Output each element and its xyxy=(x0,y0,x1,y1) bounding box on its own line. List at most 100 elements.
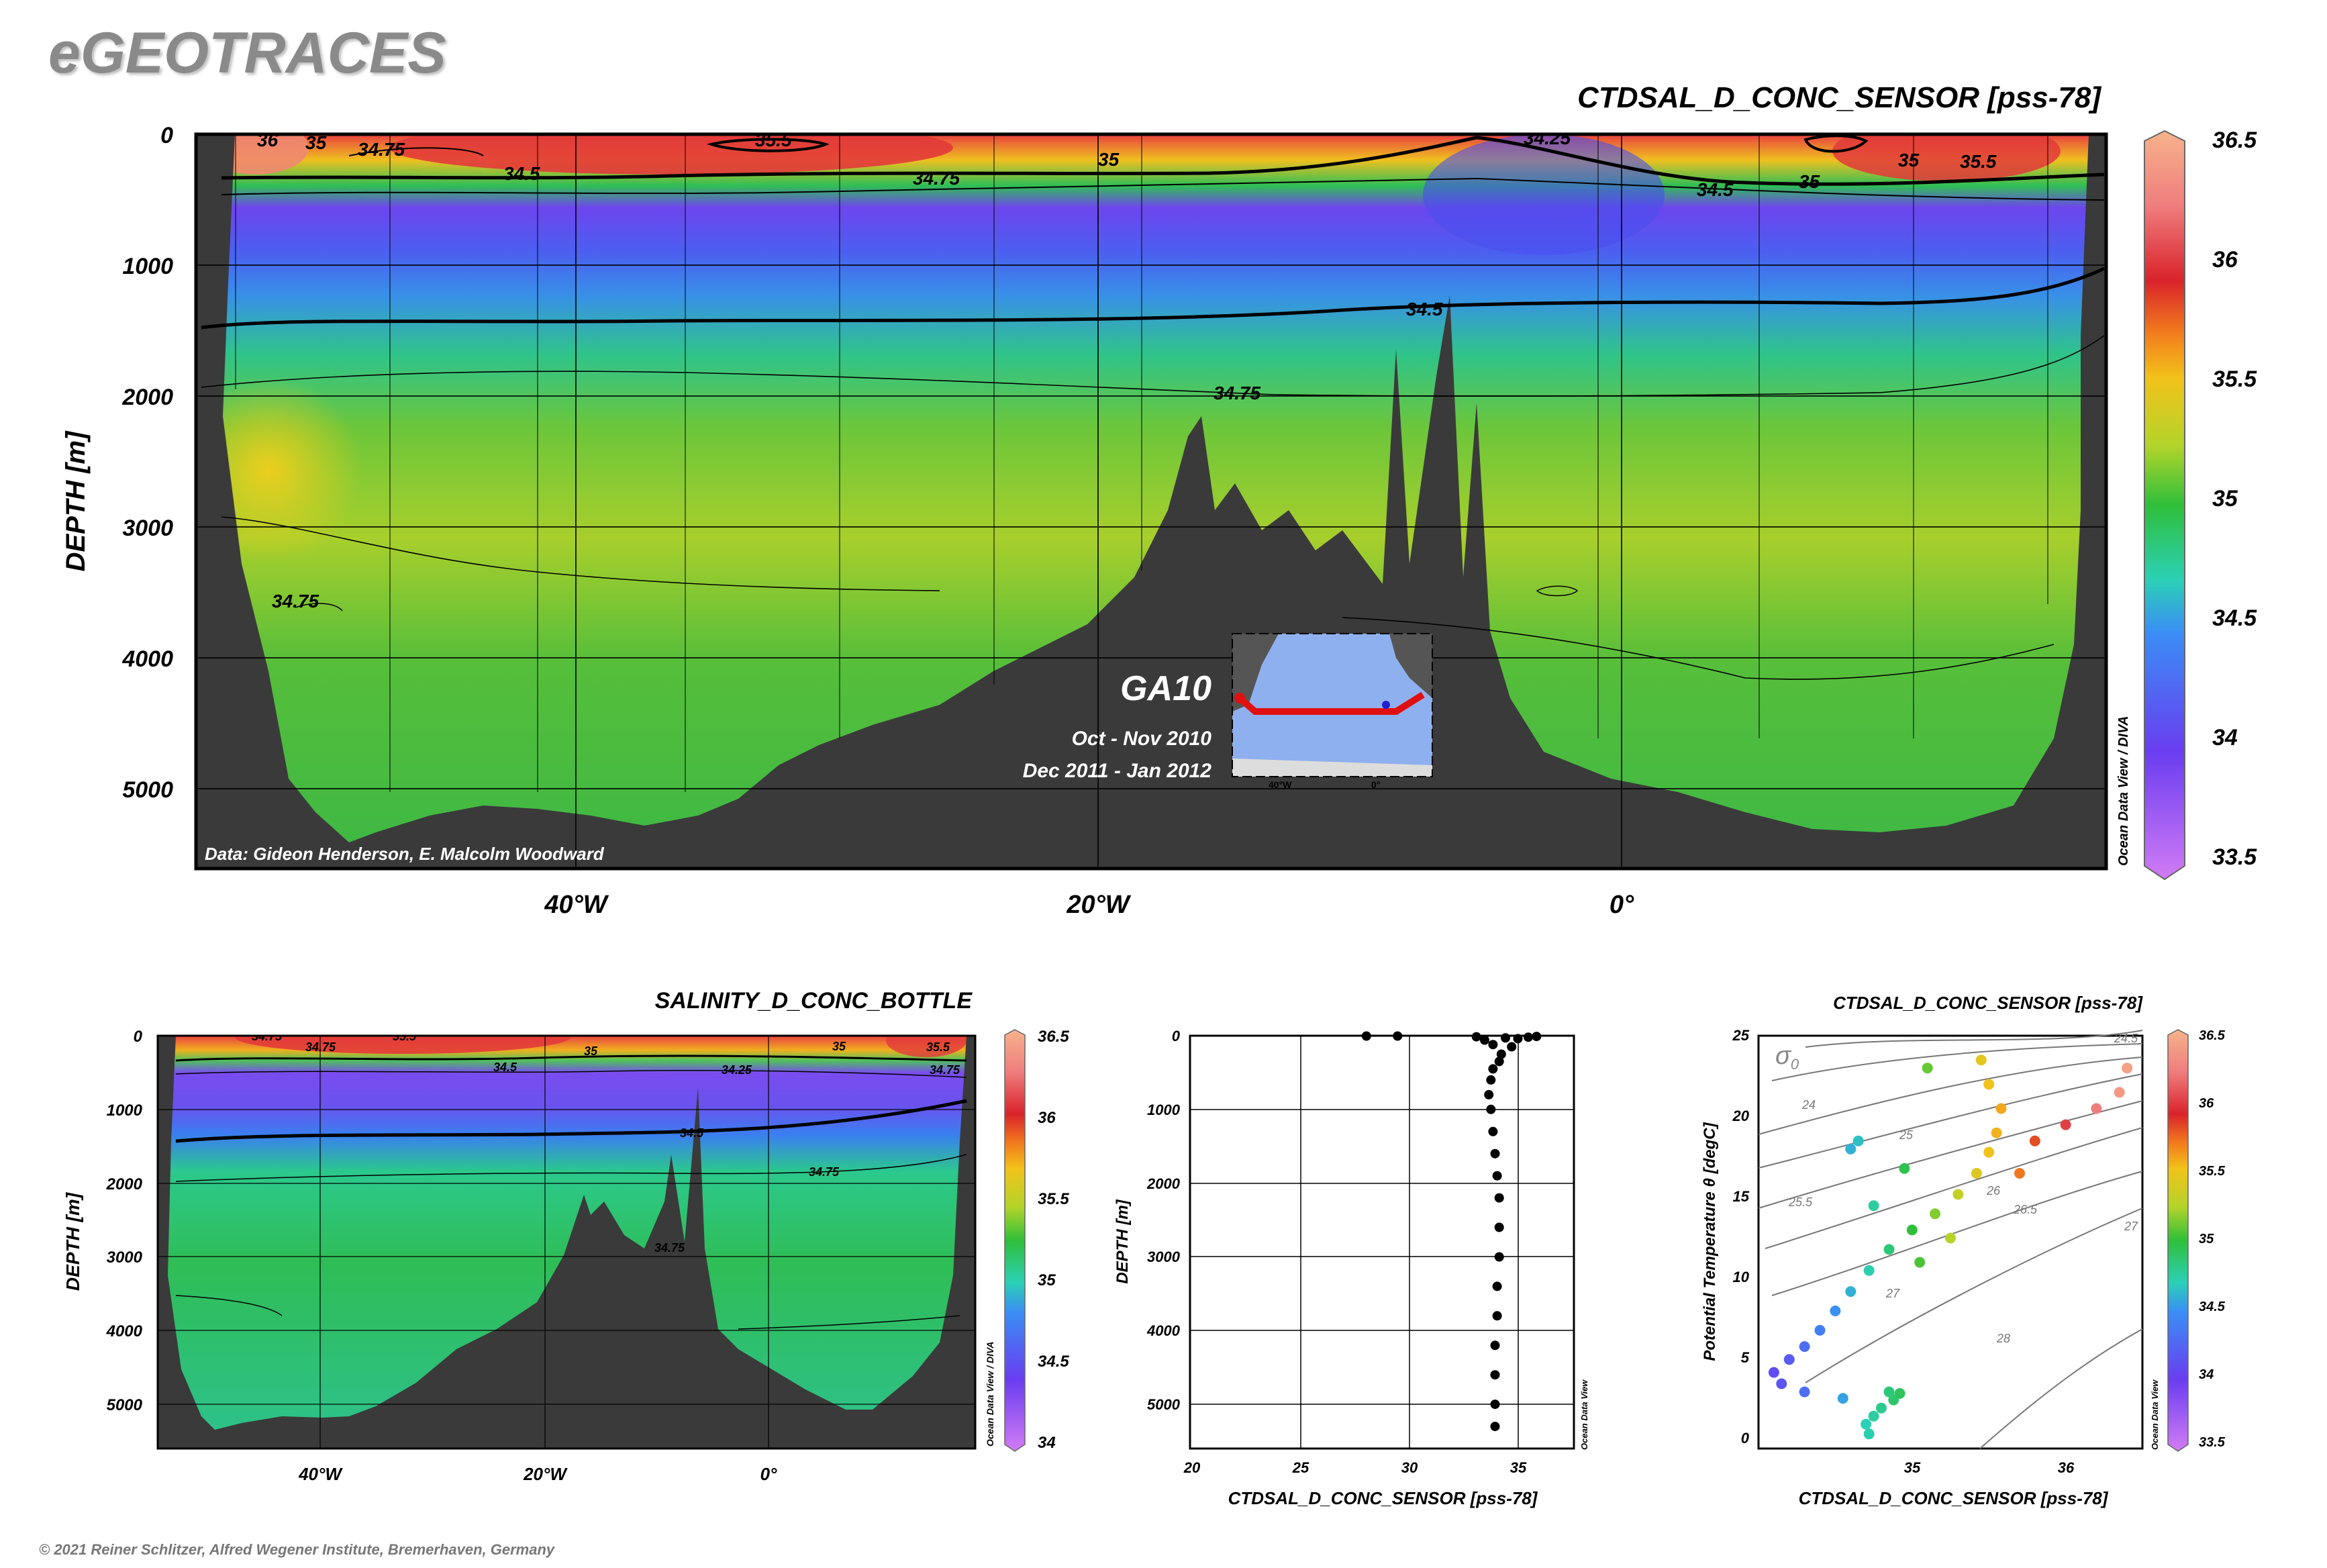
main-section-plot: 36 35 34.75 35.5 35 34.25 35 35.5 34.5 3… xyxy=(61,81,2257,919)
ts-watermark: Ocean Data View xyxy=(2150,1379,2160,1450)
colorbar-tick: 35.5 xyxy=(2212,366,2257,392)
x-tick-label: 40°W xyxy=(544,891,609,919)
sigma-zero-symbol: σ0 xyxy=(1775,1042,1799,1073)
y-tick-label: 3000 xyxy=(1147,1248,1181,1265)
colorbar-tick: 34 xyxy=(2199,1367,2214,1382)
contour-label: 34.25 xyxy=(722,1063,752,1077)
y-tick-label: 3000 xyxy=(122,516,173,541)
ts-point xyxy=(1776,1378,1787,1389)
x-tick-label: 0° xyxy=(760,1464,777,1484)
contour-label: 35 xyxy=(1898,150,1920,170)
colorbar-tick: 34 xyxy=(1038,1434,1056,1452)
copyright-footer: © 2021 Reiner Schlitzer, Alfred Wegener … xyxy=(39,1541,555,1558)
contour-label: 35.5 xyxy=(393,1030,417,1043)
main-colorbar-ticks: 33.5 34 34.5 35 35.5 36 36.5 xyxy=(2212,128,2257,870)
ts-x-ticks: 35 36 xyxy=(1904,1459,2075,1476)
contour-label: 34.75 xyxy=(930,1063,960,1077)
profile-point xyxy=(1486,1104,1496,1114)
profile-point xyxy=(1393,1031,1403,1041)
ts-x-axis-label: CTDSAL_D_CONC_SENSOR [pss-78] xyxy=(1799,1488,2109,1508)
colorbar-tick: 34 xyxy=(2212,725,2238,750)
colorbar-tick: 35 xyxy=(2199,1232,2214,1246)
contour-label: 35 xyxy=(584,1044,598,1058)
isopycnal-label: 26 xyxy=(1986,1184,2001,1197)
profile-point xyxy=(1490,1370,1500,1380)
profile-point xyxy=(1496,1049,1506,1059)
main-frame xyxy=(194,132,2108,871)
profile-point xyxy=(1471,1032,1481,1042)
contour-label: 34.75 xyxy=(809,1165,840,1179)
ts-point xyxy=(1868,1200,1879,1212)
colorbar-tick: 34.5 xyxy=(2212,605,2257,631)
ts-point xyxy=(2060,1119,2071,1130)
ts-point xyxy=(1863,1428,1875,1440)
inset-map: 40°W 0° GA10 Oct - Nov 2010 Dec 2011 - J… xyxy=(1023,633,1433,790)
bottle-x-ticks: 40°W 20°W 0° xyxy=(298,1464,777,1484)
profile-point xyxy=(1488,1064,1498,1074)
main-x-ticks: 40°W 20°W 0° xyxy=(544,891,1634,919)
ts-point xyxy=(1883,1244,1895,1255)
profile-points xyxy=(1361,1031,1542,1432)
profile-point xyxy=(1492,1171,1502,1181)
colorbar-tick: 34.5 xyxy=(2199,1300,2226,1314)
bottle-colorbar: 34 34.5 35 35.5 36 36.5 xyxy=(1004,1028,1069,1452)
profile-point xyxy=(1513,1034,1523,1044)
map-land-west xyxy=(1232,634,1279,712)
ts-point xyxy=(1783,1354,1795,1365)
profile-point xyxy=(1494,1252,1504,1262)
isopycnal-label: 25 xyxy=(1899,1128,1914,1142)
profile-point xyxy=(1494,1057,1504,1067)
colorbar-tick: 36.5 xyxy=(2199,1028,2226,1043)
contour-label: 34.5 xyxy=(1697,179,1734,200)
ts-point xyxy=(2029,1135,2040,1146)
x-tick-label: 0° xyxy=(1610,891,1634,919)
colorbar-tick: 36.5 xyxy=(1038,1028,1069,1046)
profile-point xyxy=(1361,1031,1371,1041)
profile-x-axis-label: CTDSAL_D_CONC_SENSOR [pss-78] xyxy=(1228,1488,1538,1508)
isopycnal-label: 24 xyxy=(1801,1098,1816,1112)
x-tick-label: 36 xyxy=(2058,1459,2075,1476)
bottle-colorbar-ticks: 34 34.5 35 35.5 36 36.5 xyxy=(1038,1028,1069,1452)
ts-point xyxy=(1945,1232,1956,1244)
x-tick-label: 30 xyxy=(1401,1459,1418,1476)
y-tick-label: 3000 xyxy=(107,1248,143,1267)
profile-point xyxy=(1490,1340,1500,1351)
isopycnal-labels: 24 24.5 25 25.5 26 26.5 27 27 28 xyxy=(1788,1032,2138,1345)
contour-label: 34.75 xyxy=(252,1030,283,1043)
main-colorbar: 33.5 34 34.5 35 35.5 36 36.5 xyxy=(2144,128,2257,881)
colorbar-tick: 36 xyxy=(2199,1096,2214,1111)
bottle-seafloor xyxy=(158,1036,975,1449)
colorbar-tick: 35 xyxy=(1038,1271,1056,1289)
bottle-y-ticks: 0 1000 2000 3000 4000 5000 xyxy=(106,1028,143,1414)
sample-stations xyxy=(235,134,2048,792)
ts-point xyxy=(1799,1386,1810,1398)
contour-label: 34.75 xyxy=(305,1040,336,1054)
x-tick-label: 20°W xyxy=(1066,891,1131,919)
ts-point xyxy=(1768,1367,1779,1378)
profile-point xyxy=(1490,1422,1500,1432)
sigma-symbol: σ xyxy=(1775,1042,1792,1070)
ts-point xyxy=(1894,1388,1905,1399)
contour-label: 34.75 xyxy=(913,168,960,189)
x-tick-label: 40°W xyxy=(298,1464,343,1484)
colorbar-tick: 35.5 xyxy=(1038,1190,1069,1208)
ts-point xyxy=(1876,1402,1887,1414)
y-tick-label: 5000 xyxy=(107,1396,143,1414)
ts-point xyxy=(1899,1163,1910,1174)
y-tick-label: 10 xyxy=(1733,1269,1750,1285)
ts-point xyxy=(1983,1146,1995,1158)
y-tick-label: 15 xyxy=(1733,1188,1750,1205)
contour-label: 35.5 xyxy=(1960,151,1997,172)
ts-point xyxy=(1975,1055,1987,1066)
ts-point xyxy=(1906,1224,1918,1236)
y-tick-label: 5 xyxy=(1741,1349,1750,1366)
profile-y-ticks: 0 1000 2000 3000 4000 5000 xyxy=(1146,1028,1181,1413)
bottle-gridlines xyxy=(158,1036,975,1449)
map-ice xyxy=(1232,758,1432,777)
profile-frame xyxy=(1189,1034,1575,1450)
ts-y-axis-label: Potential Temperature θ [degC] xyxy=(1701,1122,1719,1361)
main-title: CTDSAL_D_CONC_SENSOR [pss-78] xyxy=(1577,81,2101,114)
ts-diagram-plot: 24 24.5 25 25.5 26 26.5 27 27 28 σ0 CTDS… xyxy=(1701,993,2226,1508)
profile-point xyxy=(1490,1148,1500,1159)
